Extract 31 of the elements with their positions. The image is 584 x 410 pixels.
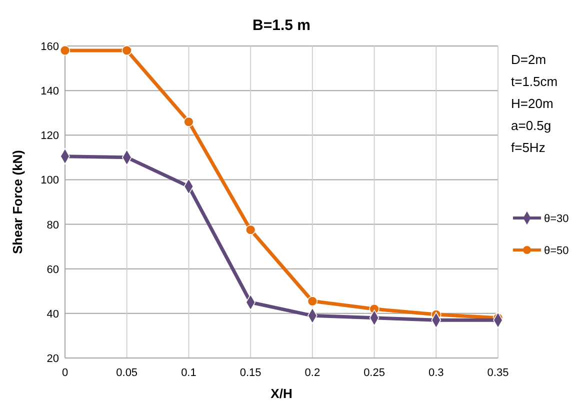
text: t=1.5cm xyxy=(511,74,558,89)
text: H=20m xyxy=(511,96,554,111)
y-tick-label: 80 xyxy=(46,219,59,232)
text: f=5Hz xyxy=(511,140,546,155)
point xyxy=(307,296,318,306)
y-tick-label: 100 xyxy=(40,174,59,187)
y-axis-title: Shear Force (kN) xyxy=(10,150,25,254)
x-tick-label: 0.1 xyxy=(181,367,196,379)
y-tick-label: 40 xyxy=(46,308,59,320)
y-tick-label: 140 xyxy=(40,86,59,98)
x-tick-label: 0.15 xyxy=(240,367,262,379)
x-tick-label: 0.35 xyxy=(487,367,509,379)
x-tick-label: 0 xyxy=(62,367,68,379)
x-tick-label: 0.05 xyxy=(116,367,138,379)
y-tick-label: 120 xyxy=(40,130,59,142)
y-tick-label: 160 xyxy=(40,41,59,53)
point xyxy=(122,45,132,56)
x-tick-label: 0.2 xyxy=(304,367,320,379)
chart-title: B=1.5 m xyxy=(252,17,310,34)
y-tick-label: 60 xyxy=(46,264,59,276)
text: D=2m xyxy=(511,52,546,67)
point xyxy=(184,116,194,127)
y-tick-label: 20 xyxy=(46,353,59,365)
point xyxy=(60,45,70,56)
point xyxy=(245,224,256,235)
text: a=0.5g xyxy=(511,118,552,133)
x-axis-title: X/H xyxy=(270,386,292,401)
x-tick-label: 0.3 xyxy=(428,367,444,379)
legend-label: θ=30 xyxy=(544,213,569,225)
x-tick-label: 0.25 xyxy=(364,367,385,379)
legend-label: θ=50 xyxy=(544,245,569,257)
